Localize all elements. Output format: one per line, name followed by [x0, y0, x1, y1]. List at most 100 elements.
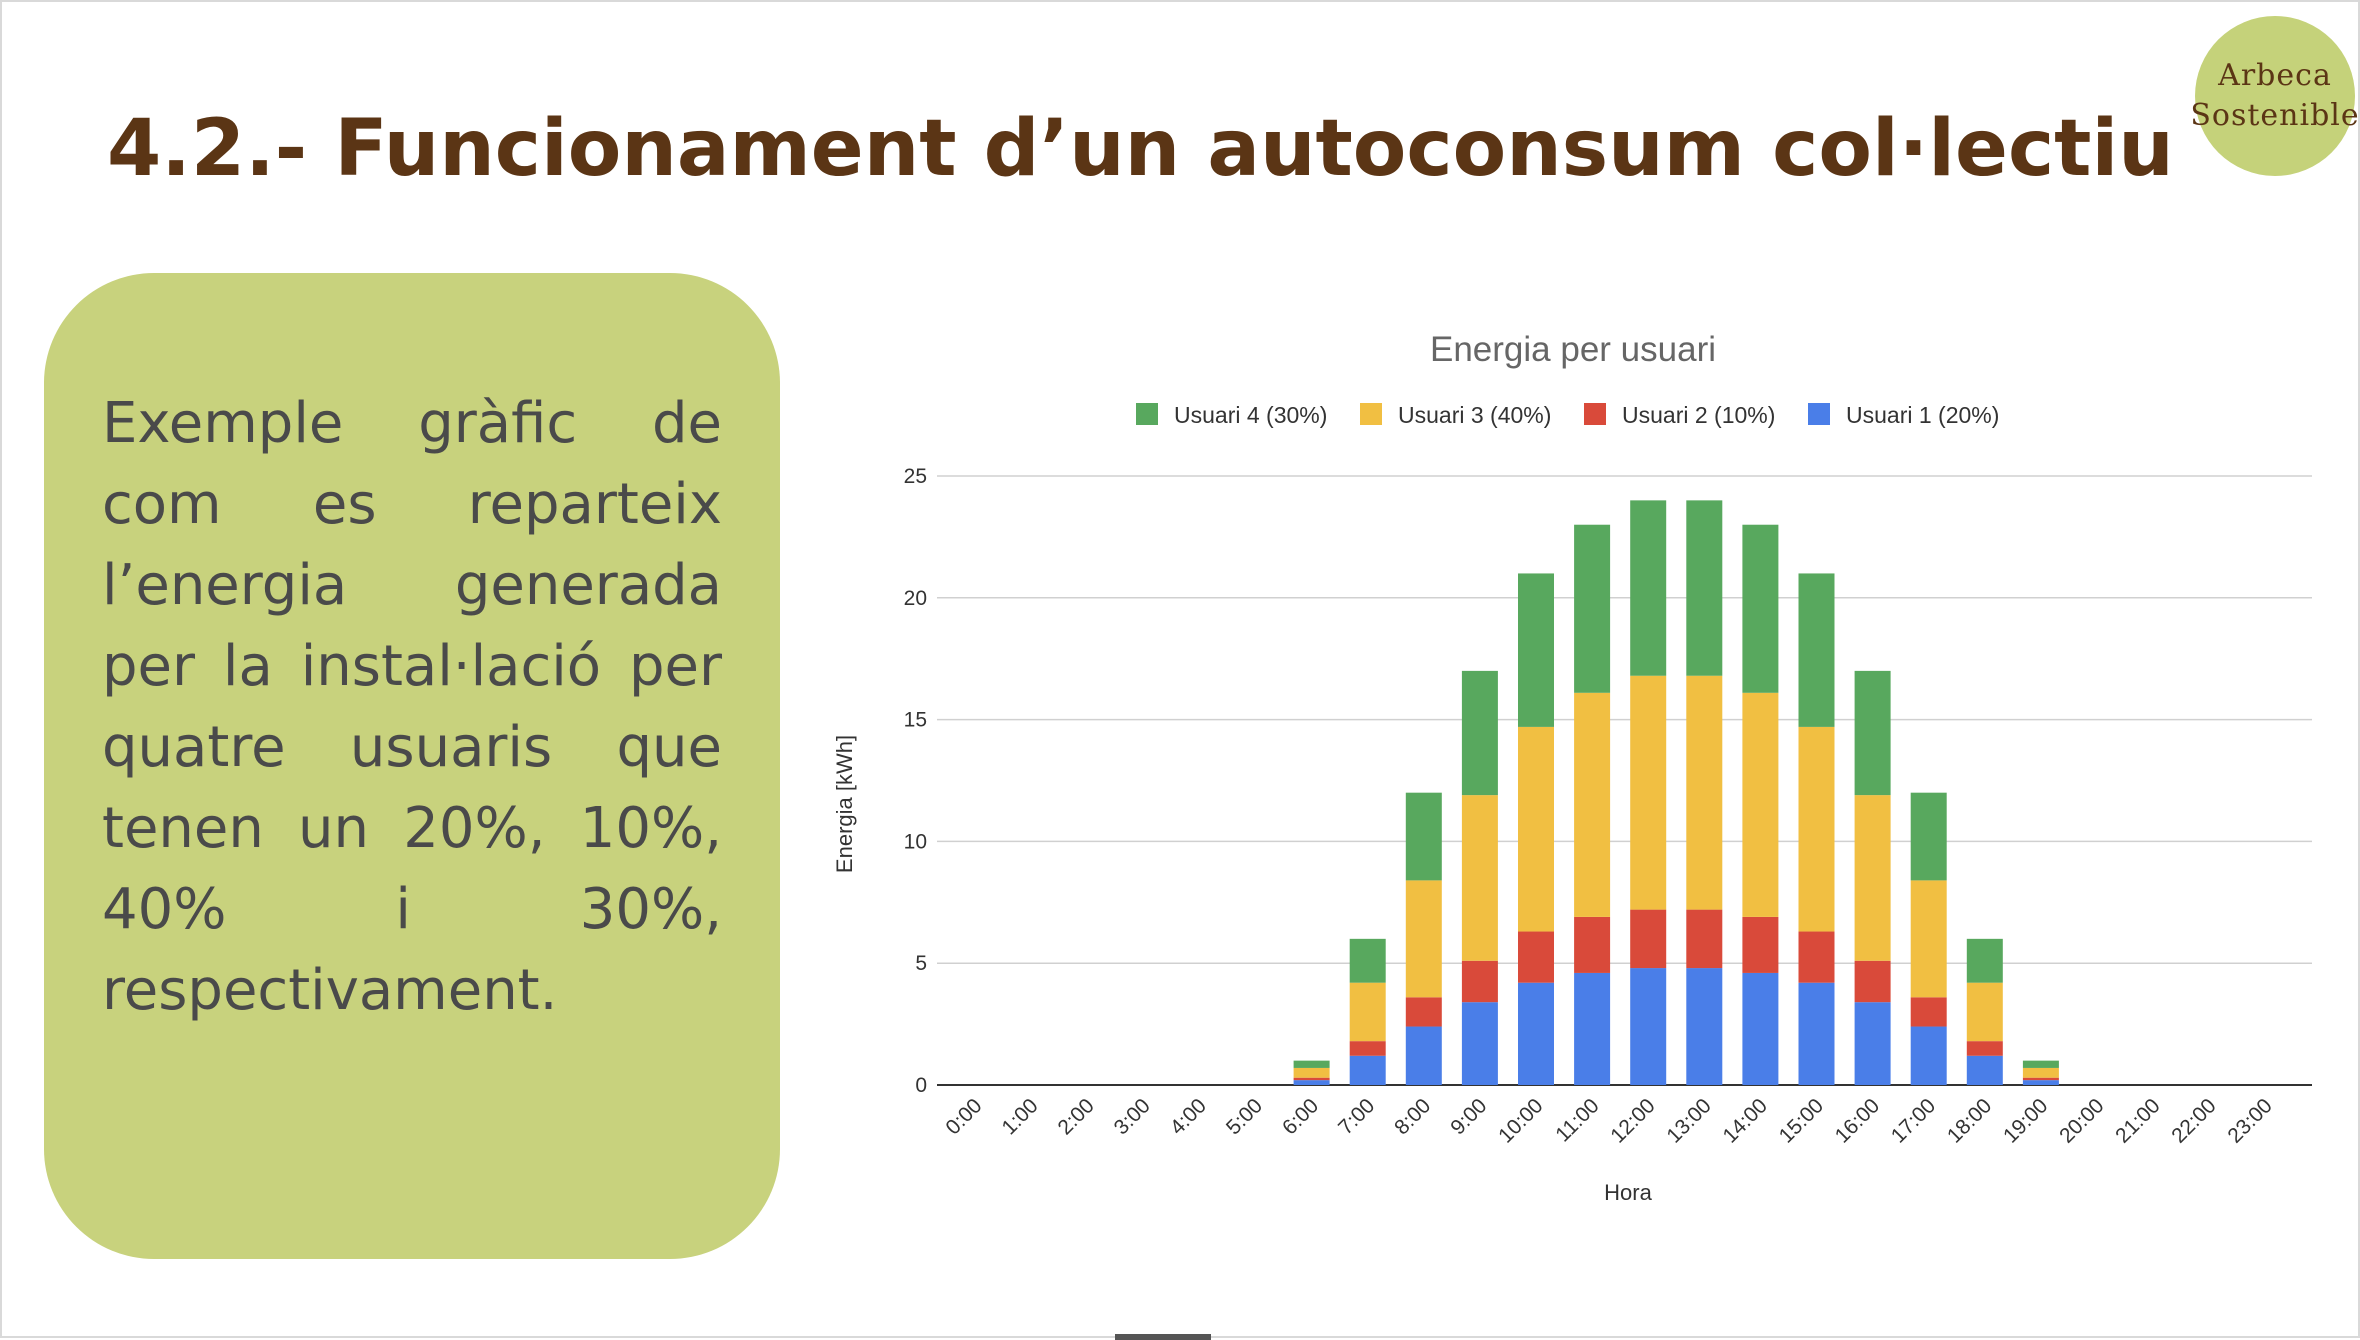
x-tick-label: 7:00 — [1334, 1094, 1379, 1139]
bar-segment — [1405, 997, 1442, 1027]
legend-label: Usuari 1 (20%) — [1846, 402, 1999, 428]
x-tick-label: 22:00 — [2167, 1094, 2220, 1147]
x-tick-label: 5:00 — [1222, 1094, 1267, 1139]
x-tick-label: 21:00 — [2111, 1094, 2164, 1147]
x-tick-label: 15:00 — [1775, 1094, 1828, 1147]
bar-segment — [1349, 1055, 1386, 1085]
bar-segment — [2022, 1080, 2059, 1085]
x-tick-label: 11:00 — [1551, 1094, 1603, 1146]
bar-segment — [1966, 1055, 2003, 1085]
bar-segment — [1854, 960, 1891, 1003]
bar-segment — [1798, 931, 1835, 983]
bar-segment — [1630, 909, 1667, 969]
x-tick-label: 9:00 — [1446, 1094, 1491, 1139]
logo-line-1: Arbeca — [2218, 57, 2332, 93]
bar-segment — [1742, 916, 1779, 973]
y-tick-label: 15 — [904, 709, 927, 732]
bar-segment — [1686, 968, 1723, 1085]
legend-label: Usuari 4 (30%) — [1174, 402, 1327, 428]
bar-segment — [2022, 1060, 2059, 1068]
bar-segment — [1574, 692, 1611, 917]
x-tick-label: 6:00 — [1278, 1094, 1323, 1139]
x-tick-label: 18:00 — [1943, 1094, 1996, 1147]
x-tick-label: 2:00 — [1054, 1094, 1099, 1139]
bar-segment — [1686, 909, 1723, 969]
chart-gridlines — [937, 475, 2312, 1086]
arbeca-sostenible-logo: Arbeca Sostenible — [2190, 16, 2359, 176]
chart-title: Energia per usuari — [1430, 330, 1716, 369]
bar-segment — [1798, 573, 1835, 727]
logo-line-2: Sostenible — [2190, 98, 2360, 133]
scroll-indicator — [1115, 1334, 1211, 1340]
x-tick-label: 13:00 — [1662, 1094, 1715, 1147]
bar-segment — [1461, 795, 1498, 961]
legend-swatch — [1808, 403, 1830, 425]
bar-segment — [1518, 573, 1554, 727]
legend-label: Usuari 2 (10%) — [1622, 402, 1775, 428]
bar-segment — [1293, 1060, 1330, 1068]
bar-segment — [1686, 500, 1723, 676]
x-tick-label: 17:00 — [1887, 1094, 1940, 1147]
legend-swatch — [1136, 403, 1158, 425]
x-tick-label: 4:00 — [1166, 1094, 1211, 1139]
x-tick-label: 19:00 — [1999, 1094, 2052, 1147]
x-tick-label: 3:00 — [1110, 1094, 1155, 1139]
x-axis-label: Hora — [1604, 1180, 1652, 1205]
bar-segment — [1461, 670, 1498, 796]
bar-segment — [1854, 1002, 1891, 1085]
bar-segment — [1518, 726, 1554, 932]
description-panel: Exemple gràfic de com es reparteix l’ene… — [44, 273, 780, 1259]
x-tick-label: 16:00 — [1831, 1094, 1884, 1147]
y-axis-label: Energia [kWh] — [832, 735, 857, 873]
y-tick-label: 20 — [904, 587, 927, 610]
bar-segment — [1910, 997, 1947, 1027]
bar-segment — [1349, 982, 1386, 1042]
chart-bars — [1293, 500, 2059, 1085]
bar-segment — [1854, 795, 1891, 961]
bar-segment — [1686, 675, 1723, 910]
y-axis-ticks: 0 5 10 15 20 25 — [904, 465, 927, 1097]
bar-segment — [1405, 880, 1442, 998]
x-tick-label: 23:00 — [2223, 1094, 2276, 1147]
bar-segment — [1518, 982, 1554, 1085]
description-text: Exemple gràfic de com es reparteix l’ene… — [102, 391, 722, 1023]
bar-segment — [1630, 968, 1667, 1085]
bar-segment — [1293, 1077, 1330, 1081]
bar-segment — [1293, 1067, 1330, 1078]
bar-segment — [1405, 1026, 1442, 1085]
bar-segment — [1798, 982, 1835, 1085]
bar-segment — [2022, 1077, 2059, 1081]
bar-segment — [1854, 670, 1891, 796]
bar-segment — [1405, 792, 1442, 881]
bar-segment — [1966, 1041, 2003, 1056]
y-tick-label: 25 — [904, 465, 927, 488]
bar-segment — [1630, 500, 1667, 676]
chart-legend: Usuari 4 (30%) Usuari 3 (40%) Usuari 2 (10… — [1136, 402, 1999, 428]
x-axis-ticks: 0:00 1:00 2:00 3:00 4:00 5:00 6:00 7:00 8:00 9:00… — [941, 1094, 2276, 1147]
x-tick-label: 1:00 — [997, 1094, 1042, 1139]
x-tick-label: 0:00 — [941, 1094, 986, 1139]
x-tick-label: 8:00 — [1390, 1094, 1435, 1139]
bar-segment — [1574, 524, 1611, 693]
y-tick-label: 10 — [904, 830, 927, 853]
x-tick-label: 12:00 — [1606, 1094, 1659, 1147]
bar-segment — [1742, 524, 1779, 693]
bar-segment — [1910, 880, 1947, 998]
x-tick-label: 20:00 — [2055, 1094, 2108, 1147]
bar-segment — [1910, 1026, 1947, 1085]
bar-segment — [1349, 938, 1386, 983]
bar-segment — [1966, 938, 2003, 983]
bar-segment — [1461, 960, 1498, 1003]
slide-title: 4.2.- Funcionament d’un autoconsum col·l… — [107, 104, 2174, 194]
bar-segment — [1742, 692, 1779, 917]
bar-segment — [1742, 972, 1779, 1085]
bar-segment — [1574, 972, 1611, 1085]
bar-segment — [1630, 675, 1667, 910]
y-tick-label: 0 — [915, 1074, 927, 1097]
legend-swatch — [1584, 403, 1606, 425]
bar-segment — [1910, 792, 1947, 881]
bar-segment — [1966, 982, 2003, 1042]
bar-segment — [1461, 1002, 1498, 1085]
